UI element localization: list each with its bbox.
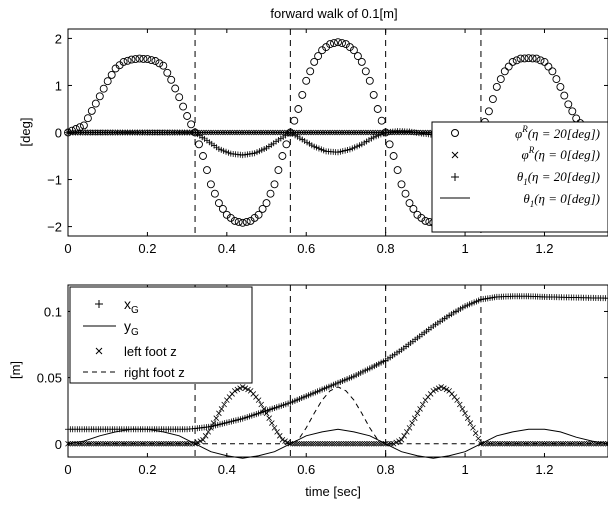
legend-parameter: (η = 20[deg]) [528,169,600,184]
x-tick-label: 0.4 [218,462,236,477]
x-tick-label: 0.8 [377,462,395,477]
y-tick-label: −1 [47,173,62,188]
y-tick-label: 0 [55,126,62,141]
legend-label-yg-main: y [124,318,131,334]
x-tick-label: 0.8 [377,241,395,256]
legend-parameter: (η = 0[deg]) [534,191,600,206]
top-panel-title: forward walk of 0.1[m] [270,6,397,21]
top-panel-legend: φR(η = 20[deg]) φR(η = 0[deg]) θ1(η = 20… [432,122,608,232]
bottom-panel-y-axis-label: [m] [8,361,23,379]
bottom-panel-x-axis-label: time [sec] [305,484,361,499]
legend-label-yg-sub: G [131,327,139,338]
x-tick-label: 1.2 [535,462,553,477]
top-panel-y-axis-label: [deg] [18,118,33,147]
y-tick-label: −2 [47,220,62,235]
legend-label-right-foot-z: right foot z [124,365,185,380]
x-tick-label: 1.2 [535,241,553,256]
x-tick-label: 0 [64,462,71,477]
x-tick-label: 1 [461,462,468,477]
x-tick-label: 0 [64,241,71,256]
x-tick-label: 0.2 [138,462,156,477]
x-tick-label: 0.6 [297,241,315,256]
bottom-panel: [m] time [sec] 0 0.2 0.4 0.6 0.8 1 1.2 0.1 0.05 0… [8,285,608,499]
legend-label-phi-r-eta-0: φR(η = 0[deg]) [522,145,600,162]
legend-label-phi-r-eta-20: φR(η = 20[deg]) [515,124,600,141]
y-tick-label: 0 [55,437,62,452]
x-tick-label: 1 [461,241,468,256]
y-tick-label: 0.1 [44,304,62,319]
y-tick-label: 2 [55,31,62,46]
bottom-panel-legend: xG yG left foot z right foot z [70,287,252,383]
y-tick-label: 0.05 [37,371,62,386]
y-tick-label: 1 [55,78,62,93]
x-tick-label: 0.6 [297,462,315,477]
x-tick-label: 0.4 [218,241,236,256]
legend-label-xg-sub: G [131,305,139,316]
legend-parameter: (η = 0[deg]) [534,147,600,162]
legend-symbol: φ [522,147,529,162]
legend-symbol: φ [515,126,522,141]
legend-label-xg-main: x [124,296,131,312]
legend-parameter: (η = 20[deg]) [528,126,600,141]
top-panel: forward walk of 0.1[m] [deg] 0 0.2 0.4 0.6 0… [18,6,608,256]
legend-label-left-foot-z: left foot z [124,344,177,359]
x-tick-label: 0.2 [138,241,156,256]
